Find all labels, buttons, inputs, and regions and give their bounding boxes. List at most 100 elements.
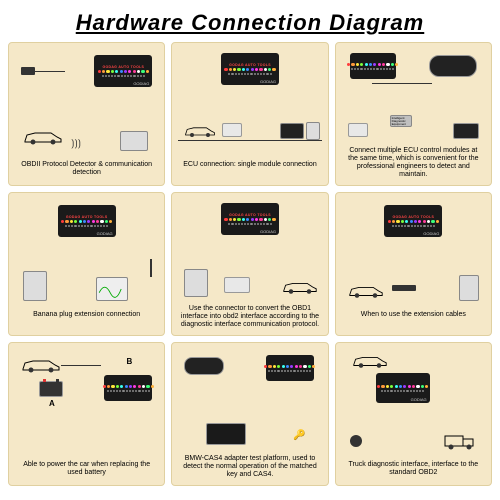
panel-8-caption: BMW-CAS4 adapter test platform, used to … bbox=[178, 453, 321, 479]
device-header: GODAG AUTO TOOLS bbox=[66, 215, 108, 219]
led-row-icon bbox=[264, 365, 315, 368]
device-brand: GODIAG bbox=[97, 231, 113, 236]
panel-1: GODAG AUTO TOOLS GODIAG ⟯⟯⟯ OBDII Protoc… bbox=[8, 42, 165, 186]
ecu-module-icon bbox=[222, 123, 242, 137]
led-row-icon bbox=[224, 68, 275, 71]
car-icon bbox=[21, 357, 61, 373]
car-icon bbox=[348, 283, 384, 299]
panel-6-content: GODAG AUTO TOOLS GODIAG bbox=[342, 199, 485, 309]
panel-9: GODIAG Truck diagnostic interface, inter… bbox=[335, 342, 492, 486]
extension-cable-icon bbox=[392, 285, 416, 291]
ecu-module-3-icon bbox=[453, 123, 479, 139]
device-box-icon: GODIAG bbox=[376, 373, 430, 403]
panel-4-content: GODAG AUTO TOOLS GODIAG bbox=[15, 199, 158, 309]
car-icon bbox=[184, 123, 216, 139]
device-header: GODAG AUTO TOOLS bbox=[229, 63, 271, 67]
panel-1-content: GODAG AUTO TOOLS GODIAG ⟯⟯⟯ bbox=[15, 49, 158, 159]
car-icon bbox=[23, 129, 63, 145]
obd-connector-icon bbox=[21, 67, 35, 75]
device-box-icon: GODAG AUTO TOOLS GODIAG bbox=[221, 203, 279, 235]
panel-6: GODAG AUTO TOOLS GODIAG When to use the … bbox=[335, 192, 492, 336]
panel-4: GODAG AUTO TOOLS GODIAG Banana plug exte… bbox=[8, 192, 165, 336]
device-header: GODAG AUTO TOOLS bbox=[102, 65, 144, 69]
led-row-icon bbox=[98, 70, 149, 73]
panel-3: Intelligent Diagnostic Equipment Connect… bbox=[335, 42, 492, 186]
bench-line-icon bbox=[178, 140, 321, 141]
key-icon: 🔑 bbox=[293, 430, 305, 441]
wire-icon bbox=[35, 71, 65, 72]
plug-row-icon bbox=[102, 75, 146, 77]
panel-7-caption: Able to power the car when replacing the… bbox=[15, 459, 158, 479]
diagram-grid: GODAG AUTO TOOLS GODIAG ⟯⟯⟯ OBDII Protoc… bbox=[0, 42, 500, 494]
car-icon bbox=[282, 279, 318, 295]
wifi-icon: ⟯⟯⟯ bbox=[71, 138, 81, 149]
panel-6-caption: When to use the extension cables bbox=[342, 309, 485, 329]
panel-7-content: A B bbox=[15, 349, 158, 459]
panel-3-caption: Connect multiple ECU control modules at … bbox=[342, 145, 485, 179]
panel-2-content: GODAG AUTO TOOLS GODIAG bbox=[178, 49, 321, 159]
device-box-icon: GODAG AUTO TOOLS GODIAG bbox=[384, 205, 442, 237]
led-row-icon bbox=[103, 385, 154, 388]
device-box-icon bbox=[266, 355, 314, 381]
device-brand: GODIAG bbox=[260, 229, 276, 234]
panel-5: GODAG AUTO TOOLS GODIAG Use the connecto… bbox=[171, 192, 328, 336]
label-a: A bbox=[49, 399, 55, 408]
panel-8: 🔑 BMW-CAS4 adapter test platform, used t… bbox=[171, 342, 328, 486]
dashboard-icon bbox=[429, 55, 477, 77]
truck-connector-icon bbox=[350, 435, 362, 447]
cas4-module-icon bbox=[206, 423, 246, 445]
plug-row-icon bbox=[107, 390, 151, 392]
device-box-icon: GODAG AUTO TOOLS GODIAG bbox=[221, 53, 279, 85]
device-box-icon: GODAG AUTO TOOLS GODIAG bbox=[94, 55, 152, 87]
device-header: GODAG AUTO TOOLS bbox=[392, 215, 434, 219]
led-row-icon bbox=[377, 385, 428, 388]
car-icon bbox=[352, 353, 388, 369]
panel-5-caption: Use the connector to convert the OBD1 in… bbox=[178, 303, 321, 329]
led-row-icon bbox=[224, 218, 275, 221]
device-brand: GODIAG bbox=[133, 81, 149, 86]
dashboard-icon bbox=[184, 357, 224, 375]
panel-9-caption: Truck diagnostic interface, interface to… bbox=[342, 459, 485, 479]
device-brand: GODIAG bbox=[423, 231, 439, 236]
led-row-icon bbox=[388, 220, 439, 223]
diag-tool-icon bbox=[459, 275, 479, 301]
plug-row-icon bbox=[228, 223, 272, 225]
device-box-icon bbox=[350, 53, 396, 79]
truck-icon bbox=[443, 432, 479, 455]
panel-4-caption: Banana plug extension connection bbox=[15, 309, 158, 329]
plug-row-icon bbox=[268, 370, 312, 372]
banana-plug-icon bbox=[150, 259, 152, 277]
wire-icon bbox=[61, 365, 101, 366]
plug-row-icon bbox=[392, 225, 436, 227]
laptop-icon bbox=[280, 123, 304, 139]
device-box-icon: GODAG AUTO TOOLS GODIAG bbox=[58, 205, 116, 237]
label-b: B bbox=[127, 357, 133, 366]
tablet-icon bbox=[120, 131, 148, 151]
panel-8-content: 🔑 bbox=[178, 349, 321, 453]
led-row-icon bbox=[347, 63, 398, 66]
oscilloscope-icon bbox=[96, 277, 128, 301]
ecu-module-2-icon: Intelligent Diagnostic Equipment bbox=[390, 115, 412, 127]
panel-2-caption: ECU connection: single module connection bbox=[178, 159, 321, 179]
diag-tool-icon bbox=[306, 122, 320, 140]
device-brand: GODIAG bbox=[411, 397, 427, 402]
panel-3-content: Intelligent Diagnostic Equipment bbox=[342, 49, 485, 145]
plug-row-icon bbox=[228, 73, 272, 75]
page-title: Hardware Connection Diagram bbox=[0, 0, 500, 42]
plug-row-icon bbox=[65, 225, 109, 227]
panel-5-content: GODAG AUTO TOOLS GODIAG bbox=[178, 199, 321, 303]
obd1-adapter-icon bbox=[224, 277, 250, 293]
led-row-icon bbox=[61, 220, 112, 223]
scanner-icon bbox=[184, 269, 208, 297]
device-brand: GODIAG bbox=[260, 79, 276, 84]
battery-a-icon bbox=[39, 381, 63, 397]
panel-2: GODAG AUTO TOOLS GODIAG ECU connection: … bbox=[171, 42, 328, 186]
device-header: GODAG AUTO TOOLS bbox=[229, 213, 271, 217]
plug-row-icon bbox=[381, 390, 425, 392]
panel-9-content: GODIAG bbox=[342, 349, 485, 459]
device-box-icon bbox=[104, 375, 152, 401]
ecu-module-1-icon bbox=[348, 123, 368, 137]
diag-tool-icon bbox=[23, 271, 47, 301]
panel-7: A B Able to power the car when replacing… bbox=[8, 342, 165, 486]
panel-1-caption: OBDII Protocol Detector & communication … bbox=[15, 159, 158, 179]
